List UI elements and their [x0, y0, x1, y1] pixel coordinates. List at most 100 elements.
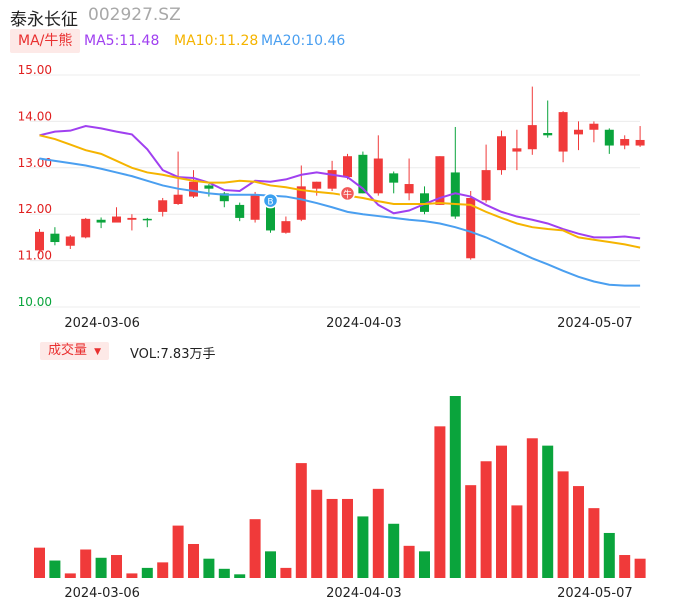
volume-bar — [542, 445, 554, 578]
volume-bar — [496, 445, 507, 578]
candle-body — [173, 194, 183, 204]
y-tick-label: 14.00 — [18, 109, 52, 123]
volume-bar — [64, 573, 76, 578]
candle-body — [543, 133, 553, 136]
x-tick-label: 2024-04-03 — [326, 316, 402, 331]
candle-body — [527, 125, 537, 150]
candle-body — [158, 200, 168, 212]
volume-bar — [249, 519, 261, 578]
volume-bar — [234, 574, 246, 578]
y-tick-label: 12.00 — [18, 202, 52, 216]
ma10-line — [39, 134, 641, 249]
candle-body — [574, 129, 583, 135]
volume-bar — [95, 557, 107, 578]
buy-signal-marker — [262, 192, 279, 209]
volume-bar — [372, 488, 384, 578]
volume-bar — [634, 558, 646, 578]
volume-bar — [603, 532, 615, 578]
volume-bar — [465, 485, 477, 578]
ma5-value: MA5:11.48 — [84, 33, 160, 49]
candle-body — [50, 233, 60, 243]
volume-bar — [49, 560, 61, 578]
candle-body — [589, 123, 599, 130]
volume-x-tick-label: 2024-04-03 — [326, 586, 402, 601]
volume-bar — [188, 543, 199, 578]
candle-body — [512, 148, 522, 152]
candle-body — [389, 173, 399, 183]
candle-body — [312, 181, 322, 189]
candle-body — [481, 170, 491, 201]
y-tick-label: 13.00 — [18, 156, 52, 170]
candle-body — [296, 186, 306, 220]
volume-bar — [157, 562, 169, 578]
ma5-line — [39, 125, 641, 240]
candle-body — [497, 136, 506, 171]
stock-code: 002927.SZ — [88, 5, 181, 25]
candle-body — [373, 158, 383, 194]
volume-bar — [388, 523, 400, 578]
volume-bar — [557, 471, 569, 578]
candle-body — [450, 172, 460, 217]
candle-body — [189, 181, 198, 197]
candle-body — [620, 139, 630, 146]
volume-bar — [126, 573, 138, 578]
candle-body — [96, 219, 106, 223]
candle-body — [358, 154, 368, 194]
volume-bar — [588, 508, 600, 578]
candle-body — [65, 236, 75, 246]
volume-bar — [80, 549, 92, 578]
y-tick-label: 10.00 — [18, 295, 52, 309]
candle-body — [235, 204, 245, 218]
volume-bar — [449, 396, 461, 578]
candle-body — [219, 193, 229, 202]
volume-value: VOL:7.83万手 — [130, 347, 216, 362]
marker-label: 牛 — [343, 188, 352, 200]
volume-bar — [280, 567, 292, 578]
volume-bar — [203, 558, 215, 578]
candle-body — [266, 204, 275, 231]
ma20-line — [39, 157, 641, 287]
y-tick-label: 15.00 — [18, 63, 52, 77]
candle-body — [127, 217, 137, 220]
volume-bar — [342, 498, 353, 578]
volume-bar — [265, 551, 276, 578]
volume-bar — [419, 551, 430, 578]
volume-bar — [573, 486, 584, 578]
candle-body — [204, 185, 214, 189]
volume-bar — [619, 555, 631, 578]
candle-body — [35, 231, 44, 251]
candle-body — [112, 216, 121, 223]
volume-bar — [172, 525, 184, 578]
x-tick-label: 2024-05-07 — [557, 316, 633, 331]
volume-bar — [141, 567, 153, 578]
volume-bar — [34, 547, 45, 578]
volume-bar — [357, 516, 369, 578]
dropdown-arrow-icon: ▼ — [94, 347, 102, 357]
x-tick-label: 2024-03-06 — [64, 316, 140, 331]
volume-indicator-tab[interactable]: 成交量 ▼ — [40, 342, 110, 360]
candle-body — [635, 139, 645, 146]
volume-x-tick-label: 2024-03-06 — [64, 586, 140, 601]
candle-body — [81, 218, 91, 238]
ma-indicator-tab[interactable]: MA/牛熊 — [10, 29, 81, 53]
candle-body — [327, 170, 337, 189]
volume-bar — [511, 505, 523, 578]
candle-body — [142, 218, 152, 221]
marker-label: B — [267, 198, 273, 208]
volume-bar — [403, 545, 415, 578]
volume-bar — [526, 438, 538, 578]
volume-x-tick-label: 2024-05-07 — [557, 586, 633, 601]
volume-bar — [434, 426, 446, 578]
volume-tab-label: 成交量 — [48, 343, 88, 358]
volume-bar — [311, 489, 323, 578]
candle-body — [281, 221, 291, 233]
stock-name: 泰永长征 — [10, 10, 78, 30]
candle-body — [404, 184, 414, 194]
bull-signal-marker — [339, 185, 356, 202]
volume-bar — [326, 498, 338, 578]
volume-bar — [111, 555, 122, 578]
ma20-value: MA20:10.46 — [261, 33, 346, 49]
y-tick-label: 11.00 — [18, 249, 52, 263]
volume-bar — [218, 568, 230, 578]
